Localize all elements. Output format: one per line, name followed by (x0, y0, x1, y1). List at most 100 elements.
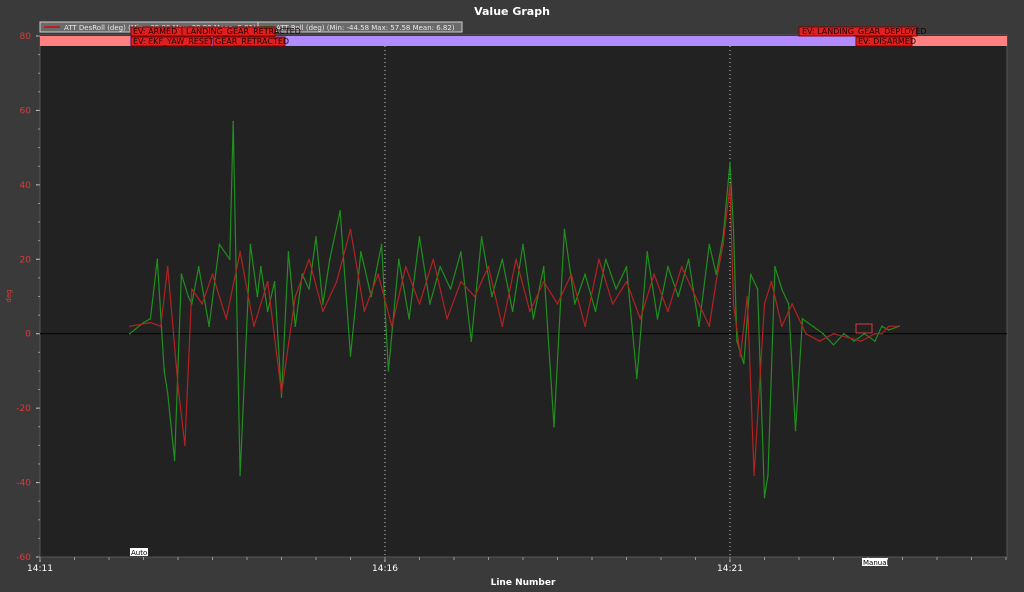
series-0-point (335, 280, 338, 283)
x-tick-label-2: 14:21 (717, 564, 743, 574)
series-1-point (715, 273, 717, 275)
series-0-point (253, 325, 255, 328)
event-gear-retracted-2-box (212, 36, 286, 47)
series-1-point (239, 474, 241, 476)
series-1-point (774, 265, 776, 268)
series-1-point (339, 210, 341, 212)
mode-markers: Auto Manual (130, 323, 888, 567)
series-1-point (166, 392, 169, 395)
y-tick-label-6: -40 (16, 479, 31, 489)
series-1-point (449, 288, 452, 290)
series-0-point (418, 303, 421, 305)
series-0-point (694, 295, 697, 298)
y-tick-label-4: 0 (25, 330, 31, 340)
series-0-point (473, 295, 476, 298)
series-layer (128, 120, 900, 499)
series-1-point (260, 265, 262, 268)
series-line-desroll (129, 184, 899, 476)
series-0-point (611, 303, 614, 305)
mode-manual-label: Manual (863, 559, 888, 567)
series-0-point (625, 280, 628, 283)
x-tick-label-0: 14:11 (27, 564, 53, 574)
series-1-point (142, 321, 145, 324)
series-1-point (736, 340, 738, 342)
series-1-point (553, 425, 555, 428)
series-1-point (429, 303, 431, 305)
series-0-point (653, 273, 655, 275)
event-labels: EV: ARMED LANDING_GEAR_RETRACTED EV: EKF… (130, 26, 926, 47)
series-0-point (729, 184, 731, 186)
series-0-point (294, 295, 297, 298)
series-1-point (322, 303, 324, 305)
series-1-point (349, 355, 352, 357)
series-1-point (542, 265, 545, 268)
series-0-point (377, 273, 379, 275)
series-1-point (605, 258, 607, 261)
series-0-point (598, 258, 600, 261)
series-0-point (556, 303, 559, 305)
series-0-point (308, 258, 310, 261)
series-1-point (708, 243, 711, 246)
series-1-point (266, 310, 269, 313)
series-0-point (805, 332, 807, 335)
series-1-point (380, 243, 383, 246)
event-gear-retracted-2: GEAR_RETRACTED (215, 37, 289, 46)
series-1-point (398, 258, 400, 261)
series-0-point (177, 385, 179, 387)
series-1-point (173, 459, 176, 462)
series-1-point (763, 496, 766, 499)
series-0-point (680, 265, 683, 268)
y-tick-label-2: 40 (20, 181, 32, 191)
series-1-point (287, 251, 290, 253)
series-0-point (487, 265, 490, 268)
event-gear-deployed: EV: LANDING_GEAR_DEPLOYED (802, 27, 926, 36)
series-0-point (746, 295, 749, 298)
series-0-point (667, 310, 669, 313)
event-gear-retracted-box (181, 26, 276, 37)
y-tick-label-0: 80 (20, 32, 32, 42)
plot-area[interactable] (39, 34, 1008, 558)
series-0-point (763, 303, 766, 305)
series-1-point (843, 332, 845, 335)
series-0-point (446, 318, 448, 320)
series-1-point (273, 280, 276, 283)
series-1-point (180, 273, 183, 275)
series-1-point (280, 396, 283, 398)
series-1-point (656, 318, 659, 320)
series-1-point (387, 370, 390, 372)
event-gear-deployed-box (798, 26, 918, 37)
series-1-point (149, 318, 152, 320)
series-1-point (563, 228, 566, 231)
series-1-point (625, 265, 628, 268)
series-1-point (294, 325, 297, 328)
series-0-point (639, 318, 642, 320)
grid-layer (40, 46, 1007, 557)
series-0-point (404, 265, 407, 268)
series-1-point (874, 340, 876, 342)
series-1-point (749, 273, 752, 275)
series-1-point (418, 236, 421, 238)
series-1-point (677, 295, 680, 298)
series-1-point (191, 303, 193, 305)
series-1-point (794, 429, 797, 432)
series-1-point (329, 258, 331, 261)
series-1-point (228, 258, 231, 261)
series-1-point (360, 251, 362, 253)
series-0-point (322, 310, 324, 313)
series-1-point (898, 325, 900, 328)
series-0-point (432, 258, 435, 261)
event-gear-retracted: LANDING_GEAR_RETRACTED (186, 27, 301, 36)
series-0-point (881, 332, 883, 335)
series-1-point (832, 344, 835, 346)
mode-auto-box (130, 548, 148, 556)
series-1-point (315, 236, 317, 238)
series-0-point (363, 310, 366, 313)
series-1-point (698, 325, 700, 328)
series-1-point (584, 273, 586, 275)
end-marker (855, 323, 873, 334)
series-0-point (874, 332, 876, 335)
event-disarmed-box (855, 36, 913, 47)
series-0-point (739, 355, 742, 357)
series-1-point (767, 474, 769, 476)
